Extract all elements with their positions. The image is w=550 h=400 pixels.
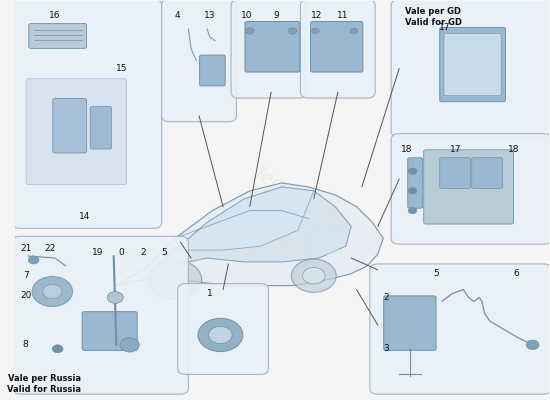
FancyBboxPatch shape bbox=[82, 312, 137, 350]
Circle shape bbox=[208, 326, 232, 344]
Text: 15: 15 bbox=[116, 64, 128, 73]
Text: 6: 6 bbox=[514, 269, 519, 278]
Circle shape bbox=[302, 268, 325, 284]
Text: 17: 17 bbox=[439, 22, 450, 32]
Text: 2: 2 bbox=[140, 248, 146, 256]
Text: 2: 2 bbox=[383, 293, 389, 302]
FancyBboxPatch shape bbox=[472, 158, 503, 188]
FancyBboxPatch shape bbox=[29, 24, 86, 48]
Polygon shape bbox=[117, 183, 383, 286]
FancyBboxPatch shape bbox=[231, 0, 306, 98]
Circle shape bbox=[292, 259, 336, 292]
FancyBboxPatch shape bbox=[200, 55, 225, 86]
Text: 5: 5 bbox=[162, 248, 167, 256]
FancyBboxPatch shape bbox=[311, 22, 363, 72]
Text: 18: 18 bbox=[508, 145, 520, 154]
Circle shape bbox=[288, 28, 296, 34]
FancyBboxPatch shape bbox=[440, 28, 505, 102]
Circle shape bbox=[52, 345, 63, 353]
Circle shape bbox=[350, 28, 358, 34]
Text: 0: 0 bbox=[119, 248, 124, 256]
FancyBboxPatch shape bbox=[391, 0, 550, 138]
Polygon shape bbox=[153, 187, 351, 270]
Text: Vale per Russia
Valid for Russia: Vale per Russia Valid for Russia bbox=[7, 374, 81, 394]
FancyBboxPatch shape bbox=[408, 158, 422, 208]
FancyBboxPatch shape bbox=[178, 284, 268, 374]
FancyBboxPatch shape bbox=[245, 22, 300, 72]
FancyBboxPatch shape bbox=[300, 0, 375, 98]
FancyBboxPatch shape bbox=[162, 0, 236, 122]
Circle shape bbox=[107, 292, 123, 303]
Text: 11: 11 bbox=[337, 11, 349, 20]
Circle shape bbox=[162, 270, 189, 290]
Text: 4: 4 bbox=[175, 11, 180, 20]
Text: 19: 19 bbox=[92, 248, 103, 256]
Circle shape bbox=[43, 284, 62, 299]
FancyBboxPatch shape bbox=[391, 134, 550, 244]
Text: 1: 1 bbox=[207, 289, 213, 298]
Circle shape bbox=[148, 260, 202, 300]
FancyBboxPatch shape bbox=[26, 79, 126, 184]
Text: Vale per GD
Valid for GD: Vale per GD Valid for GD bbox=[404, 7, 461, 27]
Text: ferrari
parts
online: ferrari parts online bbox=[230, 165, 312, 249]
Text: 20: 20 bbox=[20, 291, 31, 300]
Text: 8: 8 bbox=[23, 340, 29, 349]
Text: 13: 13 bbox=[204, 11, 216, 20]
Text: 18: 18 bbox=[402, 145, 413, 154]
Text: 22: 22 bbox=[44, 244, 55, 253]
Text: 12: 12 bbox=[311, 11, 322, 20]
FancyBboxPatch shape bbox=[90, 106, 112, 149]
Text: 14: 14 bbox=[79, 212, 90, 221]
FancyBboxPatch shape bbox=[370, 264, 550, 394]
Text: 9: 9 bbox=[273, 11, 279, 20]
Text: 21: 21 bbox=[20, 244, 31, 253]
FancyBboxPatch shape bbox=[424, 150, 513, 224]
FancyBboxPatch shape bbox=[444, 33, 501, 96]
FancyBboxPatch shape bbox=[12, 236, 189, 394]
Circle shape bbox=[408, 208, 417, 214]
Circle shape bbox=[120, 338, 139, 352]
Text: 17: 17 bbox=[449, 145, 461, 154]
Text: 5: 5 bbox=[433, 269, 439, 278]
Polygon shape bbox=[309, 226, 346, 254]
Text: 7: 7 bbox=[23, 271, 29, 280]
Circle shape bbox=[408, 188, 417, 194]
Circle shape bbox=[32, 276, 73, 306]
Circle shape bbox=[198, 318, 243, 352]
FancyBboxPatch shape bbox=[12, 0, 162, 228]
Circle shape bbox=[526, 340, 539, 350]
Text: 16: 16 bbox=[49, 11, 60, 20]
FancyBboxPatch shape bbox=[440, 158, 471, 188]
Circle shape bbox=[408, 168, 417, 174]
FancyBboxPatch shape bbox=[384, 296, 436, 350]
Circle shape bbox=[245, 28, 254, 34]
Circle shape bbox=[28, 256, 39, 264]
Polygon shape bbox=[175, 187, 314, 250]
Text: 10: 10 bbox=[241, 11, 253, 20]
FancyBboxPatch shape bbox=[53, 98, 86, 153]
Circle shape bbox=[312, 28, 319, 34]
Text: 3: 3 bbox=[383, 344, 389, 353]
